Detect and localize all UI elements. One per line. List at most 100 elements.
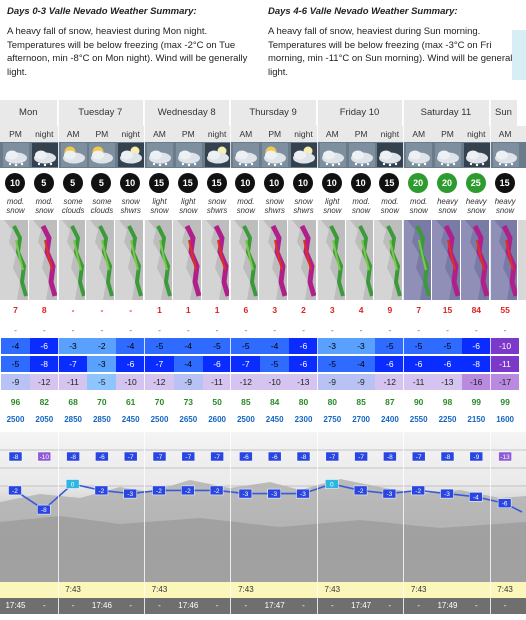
humidity-row-cell: 61: [125, 397, 136, 407]
summary-line-1: heavy: [494, 197, 516, 206]
summary-line-1: mod.: [410, 197, 428, 206]
max-temp-row-cell: -5: [433, 338, 462, 354]
cloud-snow-icon: [435, 143, 461, 167]
upper-temp-label: -7: [416, 454, 422, 461]
snow-map: [28, 220, 58, 300]
rain-amount-row-cell: -: [129, 325, 133, 335]
weather-summary: mod. snow: [376, 197, 403, 215]
rain-amount-row-cell: -: [388, 325, 392, 335]
max-temp-row-cell: -4: [116, 338, 145, 354]
rain-amount-row-cell: -: [215, 325, 219, 335]
sunrise-cell: [348, 582, 375, 598]
sunrise-cell: 7:43: [410, 585, 427, 594]
sunrise-cell: 7:43: [324, 585, 341, 594]
summary-days-0-3: Days 0-3 Valle Nevado Weather Summary: A…: [7, 6, 263, 79]
humidity-row-cell: 70: [154, 397, 165, 407]
humidity-row-cell: 80: [298, 397, 309, 407]
summary-line-2: shwrs: [293, 206, 314, 215]
summary-line-2: snow: [495, 206, 515, 215]
sunrise-cell: [290, 582, 317, 598]
humidity-row-cell: 99: [500, 397, 510, 407]
wind-chill-row-cell: -9: [173, 374, 203, 390]
lower-temp-label: -2: [12, 488, 18, 495]
weather-summary: snow shwrs: [204, 197, 231, 215]
summary-line-1: mod.: [237, 197, 255, 206]
sunset-cell: -: [503, 601, 507, 610]
weather-summary: snow shwrs: [261, 197, 288, 215]
sunset-cell: -: [417, 601, 421, 610]
day-header: Saturday 11: [403, 100, 490, 126]
upper-temp-marker: [498, 451, 512, 462]
freezing-level-row-cell: 2400: [380, 415, 399, 424]
summary-row: mod. snow mod. snow some clouds some clouds snow…: [0, 197, 526, 219]
lower-temp-label: -6: [502, 501, 508, 508]
weather-summary: heavy snow: [463, 197, 490, 215]
weather-summary: some clouds: [60, 197, 87, 215]
wind-speed-badge: 15: [206, 173, 227, 193]
summary-line-1: mod.: [381, 197, 399, 206]
weather-summary: snow shwrs: [290, 197, 317, 215]
snow-amount-row-cell: 15: [442, 305, 453, 315]
wind-chill-row-cell: -11: [404, 374, 433, 390]
max-temp-row-cell: -10: [490, 338, 520, 354]
min-temp-row-cell: -8: [29, 356, 59, 372]
sunrise-cell: [463, 582, 490, 598]
sunset-cell: -: [330, 601, 334, 610]
summary-line-2: snow: [236, 206, 255, 215]
min-temp-row-cell: -3: [87, 356, 117, 372]
wind-speed-badge: 15: [494, 173, 515, 193]
moon-cloud-icon: [291, 143, 317, 167]
summary-line-2: snow: [35, 206, 54, 215]
wind-chill-row-cell: -13: [433, 374, 462, 390]
sunrise-row: 7:43 7:43 7:43 7:43 7:43 7:43: [0, 582, 526, 598]
sunrise-cell: 7:43: [238, 585, 254, 594]
snow-map: [57, 220, 87, 300]
wind-speed-badge: 15: [177, 173, 198, 193]
snow-amount-row-cell: 3: [329, 305, 335, 315]
lower-temp-marker: [65, 479, 80, 489]
min-temp-row-cell: -7: [58, 356, 88, 372]
cloud-snow-icon: [147, 143, 173, 167]
day-separator: [230, 100, 232, 614]
summary-line-1: light: [181, 197, 196, 206]
freezing-level-row-cell: 2600: [208, 415, 226, 424]
snow-map: [460, 220, 490, 300]
snow-amount-row-cell: -: [129, 305, 133, 315]
period-label: night: [35, 129, 54, 139]
upper-temp-label: -8: [387, 454, 393, 461]
snow-amount-row-cell: 84: [471, 305, 482, 315]
upper-temp-marker: [152, 451, 167, 462]
freezing-level-row-cell: 2750: [323, 415, 342, 424]
wind-chill-row-cell: -11: [58, 374, 88, 390]
period-label: AM: [498, 129, 512, 139]
moon-cloud-icon: [118, 143, 145, 167]
lower-temp-label: -3: [300, 491, 306, 498]
max-temp-row: -4 -6 -3 -2 -4 -5 -4 -5 -5 -4 -6 -3 -3 -5 -5 -5 -6 -10: [0, 338, 526, 354]
summary-line-1: some: [92, 197, 112, 206]
wind-chill-row-cell: -10: [260, 374, 289, 390]
period-label: night: [294, 129, 313, 139]
cloud-snow-icon: [175, 143, 202, 167]
cloud-snow-icon: [319, 143, 346, 167]
lower-temp-marker: [181, 485, 195, 496]
lower-temp-marker: [238, 488, 253, 499]
period-label: PM: [9, 129, 22, 139]
upper-temp-marker: [440, 451, 455, 462]
sun-cloud-snow-icon: [262, 143, 289, 167]
summary-line-1: mod.: [35, 197, 53, 206]
wind-speed-badge: 5: [62, 173, 83, 193]
humidity-row-cell: 90: [413, 397, 424, 407]
wind-speed-badge: 20: [437, 173, 457, 193]
upper-temp-marker: [469, 451, 484, 462]
weather-summary: mod. snow: [405, 197, 432, 215]
sun-cloud-icon: [60, 143, 87, 167]
summary-title: Days 0-3 Valle Nevado Weather Summary:: [7, 6, 197, 17]
sunset-cell: 17:47: [264, 601, 285, 610]
snow-amount-row: 7 8 - - - 1 1 1 6 3 2 3 4 9 7 15 84 55: [0, 302, 526, 318]
lower-temp-marker: [37, 504, 51, 515]
max-temp-row-cell: -4: [260, 338, 289, 354]
upper-temp-marker: [325, 451, 340, 462]
rain-amount-row-cell: -: [71, 325, 75, 335]
period-label: AM: [412, 129, 426, 139]
